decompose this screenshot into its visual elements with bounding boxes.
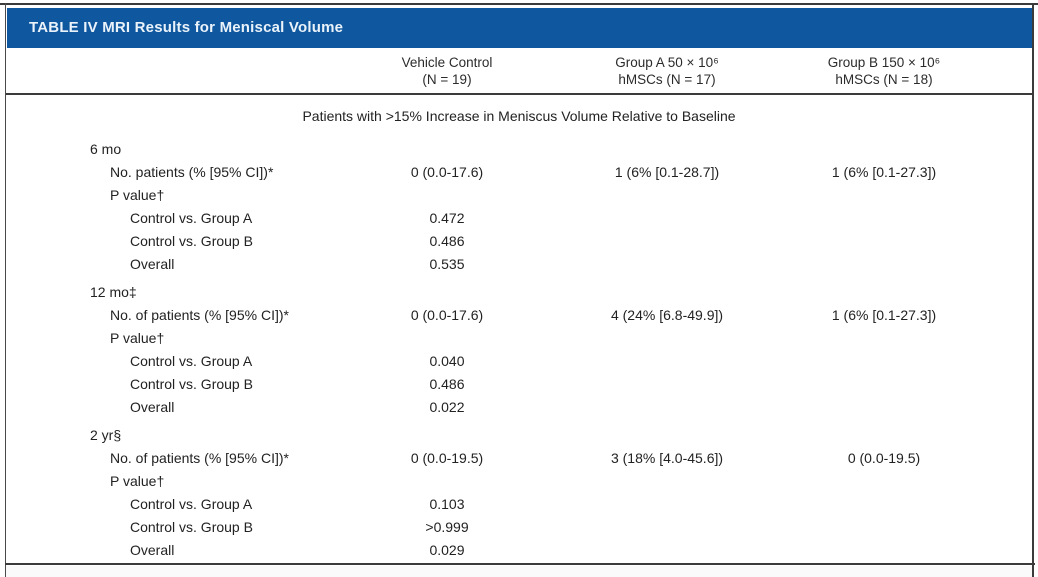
row-label: Control vs. Group A [130,209,253,226]
row-label: No. of patients (% [95% CI])* [110,449,289,466]
column-header-line1: Group B 150 × 10⁶ [827,54,941,70]
table-body: 6 mo No. patients (% [95% CI])* 0 (0.0-1… [6,137,1032,561]
row-value: 0.486 [429,232,465,249]
table-row: Overall 0.022 [6,395,1032,418]
row-label: Overall [130,398,175,415]
row-value: 4 (24% [6.8-49.9]) [610,306,724,323]
below-table-strip [6,566,1032,577]
table-row: Control vs. Group A 0.103 [6,492,1032,515]
table-row: Control vs. Group B >0.999 [6,515,1032,538]
table-row: Control vs. Group A 0.040 [6,349,1032,372]
table-row: Control vs. Group B 0.486 [6,372,1032,395]
row-label: P value† [110,472,165,489]
row-value: 0 (0.0-17.6) [410,163,484,180]
table-row: Overall 0.535 [6,252,1032,275]
row-value: 1 (6% [0.1-28.7]) [614,163,720,180]
row-label: Control vs. Group B [130,232,253,249]
table-row: 2 yr§ [6,423,1032,446]
row-value: >0.999 [425,518,469,535]
row-label: Control vs. Group B [130,518,253,535]
row-label: Overall [130,541,175,558]
row-value: 0.029 [429,541,465,558]
table-row: No. patients (% [95% CI])* 0 (0.0-17.6) … [6,160,1032,183]
row-value: 1 (6% [0.1-27.3]) [831,163,937,180]
row-value: 0.040 [429,352,465,369]
table-row: P value† [6,183,1032,206]
table-row: Control vs. Group B 0.486 [6,229,1032,252]
column-header-line2: (N = 19) [422,71,472,87]
row-label: P value† [110,186,165,203]
column-header-vehicle-control: Vehicle Control (N = 19) [336,54,558,88]
row-value: 0 (0.0-19.5) [410,449,484,466]
table-row: 6 mo [6,137,1032,160]
row-value: 0.022 [429,398,465,415]
column-header-line1: Group A 50 × 10⁶ [615,54,719,70]
table-row: P value† [6,326,1032,349]
row-label: 12 mo‡ [90,283,137,300]
table-row: No. of patients (% [95% CI])* 0 (0.0-19.… [6,446,1032,469]
table-title-bar: TABLE IV MRI Results for Meniscal Volume [7,8,1032,48]
table-title: TABLE IV MRI Results for Meniscal Volume [29,19,344,36]
row-label: No. patients (% [95% CI])* [110,163,274,180]
row-label: 2 yr§ [90,426,122,443]
column-header-group-a: Group A 50 × 10⁶ hMSCs (N = 17) [558,54,776,88]
table-row: P value† [6,469,1032,492]
row-label: Control vs. Group A [130,495,253,512]
row-value: 0 (0.0-19.5) [847,449,921,466]
row-value: 0.472 [429,209,465,226]
table-row: 12 mo‡ [6,280,1032,303]
table-border-right [1032,3,1034,577]
table-row: Control vs. Group A 0.472 [6,206,1032,229]
row-value: 0.486 [429,375,465,392]
row-label: No. of patients (% [95% CI])* [110,306,289,323]
row-value: 1 (6% [0.1-27.3]) [831,306,937,323]
row-value: 0.535 [429,255,465,272]
table-border-top [0,3,1038,5]
row-label: Control vs. Group A [130,352,253,369]
row-value: 0.103 [429,495,465,512]
row-label: Control vs. Group B [130,375,253,392]
column-header-group-b: Group B 150 × 10⁶ hMSCs (N = 18) [776,54,992,88]
column-header-line1: Vehicle Control [401,54,493,70]
section-heading-row: Patients with >15% Increase in Meniscus … [6,95,1032,137]
table-row: No. of patients (% [95% CI])* 0 (0.0-17.… [6,303,1032,326]
table-border-left [5,3,6,577]
table-row: Overall 0.029 [6,538,1032,561]
row-value: 3 (18% [4.0-45.6]) [610,449,724,466]
section-heading: Patients with >15% Increase in Meniscus … [302,108,736,124]
row-value: 0 (0.0-17.6) [410,306,484,323]
table-header-row: Vehicle Control (N = 19) Group A 50 × 10… [6,48,1032,95]
row-label: Overall [130,255,175,272]
row-label: P value† [110,329,165,346]
table-content: Vehicle Control (N = 19) Group A 50 × 10… [6,48,1032,561]
column-header-line2: hMSCs (N = 18) [835,71,933,87]
row-label: 6 mo [90,140,122,157]
table-border-bottom [5,563,1035,565]
column-header-line2: hMSCs (N = 17) [618,71,716,87]
